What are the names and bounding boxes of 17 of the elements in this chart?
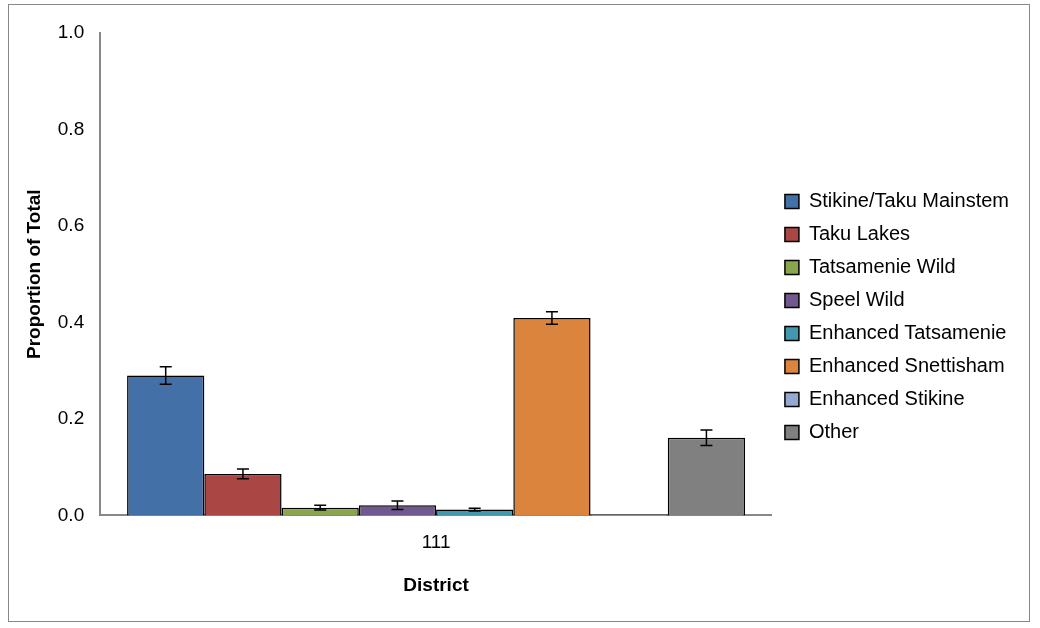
legend-label: Stikine/Taku Mainstem: [808, 189, 1009, 212]
x-tick-label: 111: [421, 531, 451, 553]
legend-label: Other: [808, 420, 860, 443]
legend-label: Speel Wild: [808, 288, 905, 311]
y-tick-label: 0.0: [57, 503, 85, 525]
legend-label: Tatsamenie Wild: [808, 255, 956, 278]
legend-label: Enhanced Snettisham: [808, 354, 1005, 377]
legend-label: Enhanced Tatsamenie: [808, 321, 1007, 344]
x-axis-title: District: [403, 573, 470, 595]
legend-label: Taku Lakes: [808, 222, 911, 245]
legend-label: Enhanced Stikine: [808, 387, 965, 410]
y-axis-title: Proportion of Total: [22, 189, 44, 359]
y-tick-label: 0.6: [57, 214, 85, 236]
y-tick-label: 1.0: [57, 21, 85, 43]
y-tick-label: 0.8: [57, 117, 85, 139]
y-tick-label: 0.4: [57, 310, 85, 332]
y-tick-label: 0.2: [57, 407, 85, 429]
